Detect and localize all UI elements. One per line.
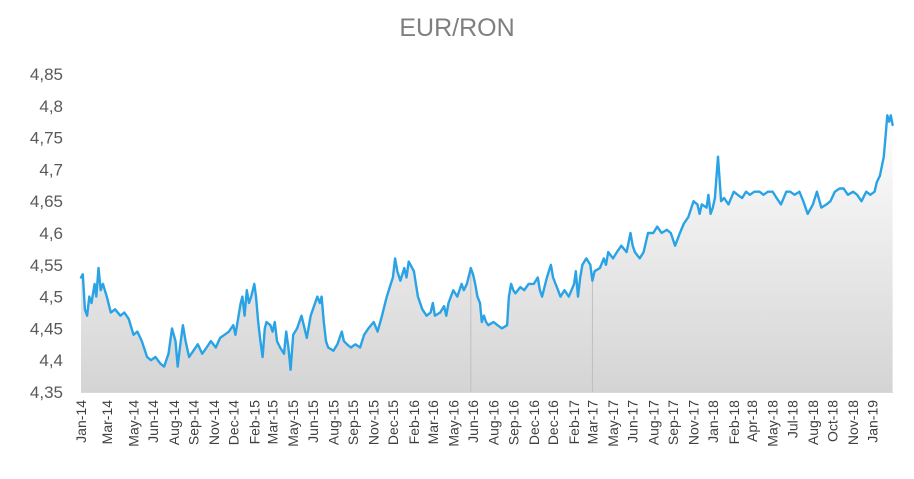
y-tick-label: 4,65 [30,192,63,211]
vertical-guides [470,267,593,392]
x-tick-label: Dec-16 [545,400,561,445]
x-tick-label: Sep-14 [185,400,201,445]
x-tick-label: Jul-18 [784,400,800,438]
x-tick-label: Sep-17 [665,400,681,445]
x-tick-label: Nov-17 [686,400,702,445]
x-tick-label: Jan-18 [705,400,721,443]
x-tick-label: Nov-18 [845,400,861,445]
x-tick-label: Feb-17 [566,400,582,445]
x-tick-label: Feb-18 [726,400,742,445]
x-tick-label: Jan-14 [73,400,89,443]
series-line [79,114,894,371]
y-tick-label: 4,7 [39,160,63,179]
x-tick-label: Dec-16 [526,400,542,445]
x-tick-label: Mar-17 [584,400,600,445]
x-tick-label: May-14 [126,400,142,447]
y-tick-label: 4,55 [30,256,63,275]
x-tick-label: May-18 [765,400,781,447]
y-tick-label: 4,4 [39,351,63,370]
x-tick-label: Jun-14 [145,400,161,443]
x-tick-label: Oct-18 [825,400,841,442]
series-area [81,115,893,393]
x-tick-label: Aug-18 [805,400,821,445]
y-tick-label: 4,6 [39,224,63,243]
y-tick-label: 4,85 [30,65,63,84]
y-axis: 4,35 4,4 4,45 4,5 4,55 4,6 4,65 4,7 4,75 4,8 4,85 [30,65,63,402]
x-tick-label: Sep-16 [505,400,521,445]
x-tick-label: Jun-17 [625,400,641,443]
x-tick-label: Apr-18 [744,400,760,442]
chart-title: EUR/RON [399,14,515,42]
x-tick-label: Aug-16 [486,400,502,445]
y-tick-label: 4,35 [30,383,63,402]
x-tick-label: May-15 [285,400,301,447]
x-tick-label: May-17 [605,400,621,447]
x-axis: Jan-14 Mar-14 May-14 Jun-14 Aug-14 Sep-14 Nov-… [73,392,893,447]
x-tick-label: Nov-15 [366,400,382,445]
x-tick-label: Aug-14 [166,400,182,445]
x-tick-label: Mar-15 [265,400,281,445]
x-tick-label: Mar-16 [425,400,441,445]
x-tick-label: Dec-14 [225,400,241,445]
x-tick-label: Dec-15 [385,400,401,445]
area-layer [81,115,893,393]
x-tick-label: Jun-16 [465,400,481,443]
x-tick-label: Jan-19 [864,400,880,443]
x-tick-label: Mar-14 [99,400,115,445]
x-tick-label: Nov-14 [206,400,222,445]
y-tick-label: 4,45 [30,319,63,338]
x-tick-label: Feb-16 [406,400,422,445]
x-tick-label: Jun-15 [305,400,321,443]
x-tick-label: May-16 [445,400,461,447]
y-tick-label: 4,5 [39,288,63,307]
x-tick-label: Aug-17 [645,400,661,445]
y-tick-label: 4,75 [30,129,63,148]
line-layer [79,114,894,371]
x-tick-label: Sep-15 [345,400,361,445]
x-tick-label: Aug-15 [325,400,341,445]
y-tick-label: 4,8 [39,97,63,116]
x-tick-label: Feb-15 [246,400,262,445]
